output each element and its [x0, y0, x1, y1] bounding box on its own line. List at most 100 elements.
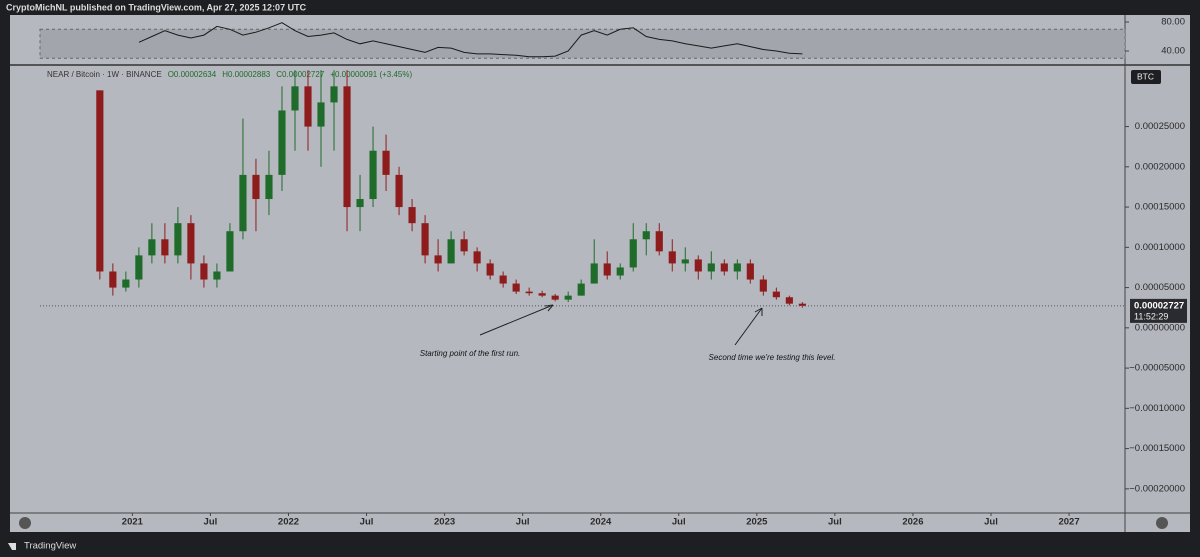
last-price-label: 0.00002727: [1134, 300, 1184, 311]
rsi-tick-label: 40.00: [1161, 46, 1185, 57]
candle-body: [447, 239, 455, 264]
candle-body: [460, 239, 468, 252]
y-tick-label: 0.00005000: [1135, 282, 1185, 293]
candle-body: [174, 223, 182, 256]
y-tick-label: −0.00015000: [1129, 443, 1185, 454]
legend-item: H0.00002883: [222, 70, 271, 79]
x-tick-label: 2021: [122, 517, 144, 528]
candle-body: [668, 251, 676, 264]
candle-body: [759, 279, 767, 292]
arrow: [734, 307, 763, 346]
last-price-box: [1130, 298, 1187, 323]
candle-body: [356, 199, 364, 208]
candle-body: [499, 275, 507, 284]
candle-body: [343, 86, 351, 208]
annotation: Second time we're testing this level.: [709, 353, 836, 362]
annotation: Starting point of the first run.: [420, 349, 521, 358]
candle-body: [772, 291, 780, 298]
candle-body: [148, 239, 156, 256]
candle-body: [369, 150, 377, 200]
candle-body: [382, 150, 390, 175]
y-tick-label: −0.00020000: [1129, 483, 1185, 494]
candle-body: [135, 255, 143, 280]
candle-body: [109, 271, 117, 288]
candle-body: [252, 174, 260, 200]
candle-body: [616, 267, 624, 276]
candle-body: [538, 293, 546, 296]
chart-background: [10, 15, 1190, 532]
x-tick-label: 2023: [434, 517, 455, 528]
candle-body: [161, 239, 169, 256]
rsi-band: [39, 28, 1126, 59]
candle-body: [525, 291, 533, 294]
candle-body: [122, 279, 130, 288]
x-tick-label: Jul: [204, 517, 218, 528]
x-tick-label: 2022: [278, 517, 299, 528]
header: CryptoMichNL published on TradingView.co…: [6, 2, 307, 12]
x-tick-label: Jul: [672, 517, 686, 528]
y-tick-label: 0.00020000: [1135, 161, 1185, 172]
candle-body: [551, 295, 559, 300]
candle-body: [96, 90, 104, 272]
countdown: 11:52:29: [1134, 311, 1168, 321]
x-tick-label: 2025: [746, 517, 768, 528]
candle-body: [434, 255, 442, 264]
candle-body: [564, 295, 572, 300]
candle-body: [330, 86, 338, 103]
candle-body: [629, 239, 637, 268]
candle-body: [590, 263, 598, 284]
x-tick-label: Jul: [984, 517, 998, 528]
arrow-head: [754, 307, 763, 316]
candle-body: [746, 263, 754, 280]
arrow-head: [544, 304, 554, 312]
candle-body: [512, 283, 520, 292]
y-tick-label: 0.00000000: [1135, 322, 1185, 333]
rsi-line: [138, 22, 803, 58]
candle-body: [473, 251, 481, 264]
footer: TradingView: [24, 541, 76, 552]
button[interactable]: [19, 517, 31, 529]
logo: [8, 543, 16, 550]
candle-body: [486, 263, 494, 276]
candle-body: [239, 174, 247, 232]
candle-body: [642, 231, 650, 240]
candle-body: [278, 110, 286, 175]
y-tick-label: 0.00025000: [1135, 121, 1185, 132]
legend-item: C0.00002727: [276, 70, 325, 79]
currency-tag: [1131, 70, 1161, 84]
y-tick-label: 0.00010000: [1135, 242, 1185, 253]
x-tick-label: 2024: [590, 517, 612, 528]
candle-body: [187, 223, 195, 264]
candle-body: [304, 86, 312, 127]
candle-body: [733, 263, 741, 272]
x-tick-label: Jul: [516, 517, 530, 528]
x-tick-label: Jul: [828, 517, 842, 528]
candle-body: [291, 86, 299, 111]
candle-body: [785, 297, 793, 304]
candle-body: [317, 102, 325, 127]
candle-body: [655, 231, 663, 252]
x-tick-label: 2027: [1058, 517, 1079, 528]
candle-body: [798, 303, 806, 306]
candle-body: [603, 263, 611, 276]
candle-body: [694, 259, 702, 272]
legend-item: +0.00000091 (+3.45%): [330, 70, 412, 79]
candle-body: [200, 263, 208, 280]
candle-body: [681, 259, 689, 264]
candle-body: [226, 231, 234, 272]
candle-body: [408, 207, 416, 224]
candle-body: [707, 263, 715, 272]
arrow: [479, 304, 554, 336]
candle-body: [265, 174, 273, 200]
x-tick-label: 2026: [902, 517, 923, 528]
button[interactable]: [1156, 517, 1168, 529]
legend: NEAR / Bitcoin · 1W · BINANCE O0.00002634…: [47, 70, 412, 79]
rsi-tick-label: 80.00: [1161, 17, 1185, 28]
x-tick-label: Jul: [360, 517, 374, 528]
y-tick-label: 0.00015000: [1135, 202, 1185, 213]
candle-body: [720, 263, 728, 272]
candle-body: [421, 223, 429, 256]
candle-body: [213, 271, 221, 280]
